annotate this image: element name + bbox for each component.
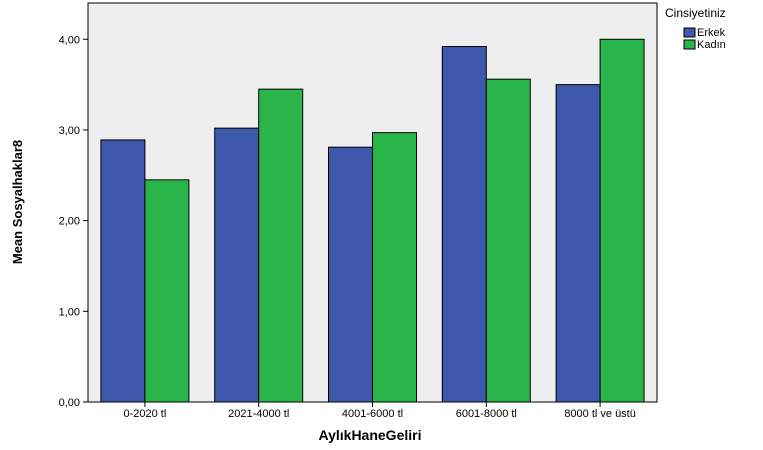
bar-kadın-0 [144, 179, 190, 403]
y-axis-title: Mean Sosyalhaklar8 [10, 140, 25, 264]
bar-erkek-0 [100, 139, 146, 403]
x-tick-label: 2021-4000 tl [228, 408, 289, 420]
y-tick-label: 4,00 [59, 34, 80, 46]
legend-label-erkek: Erkek [697, 27, 726, 39]
bar-kadın-3 [485, 78, 531, 403]
y-tick-label: 3,00 [59, 125, 80, 137]
bar-kadın-2 [372, 132, 417, 403]
y-tick-label: 0,00 [59, 397, 80, 409]
x-tick-label: 4001-6000 tl [342, 408, 403, 420]
bar-kadın-1 [258, 88, 304, 403]
bar-erkek-4 [555, 84, 601, 403]
x-axis-title: AylıkHaneGeliri [319, 427, 422, 443]
bar-erkek-1 [214, 127, 260, 403]
bar-kadın-4 [599, 38, 645, 403]
y-tick-label: 2,00 [59, 216, 80, 228]
bar-erkek-3 [441, 46, 487, 403]
bar-erkek-2 [328, 146, 373, 403]
legend-label-kadın: Kadın [697, 39, 726, 51]
legend-swatch-erkek [683, 27, 696, 38]
x-tick-label: 6001-8000 tl [456, 408, 517, 420]
x-tick-label: 0-2020 tl [123, 408, 166, 420]
y-tick-label: 1,00 [59, 306, 80, 318]
x-tick-label: 8000 tl ve üstü [564, 408, 636, 420]
legend-title: Cinsiyetiniz [665, 6, 726, 20]
legend-swatch-kadın [683, 39, 696, 50]
